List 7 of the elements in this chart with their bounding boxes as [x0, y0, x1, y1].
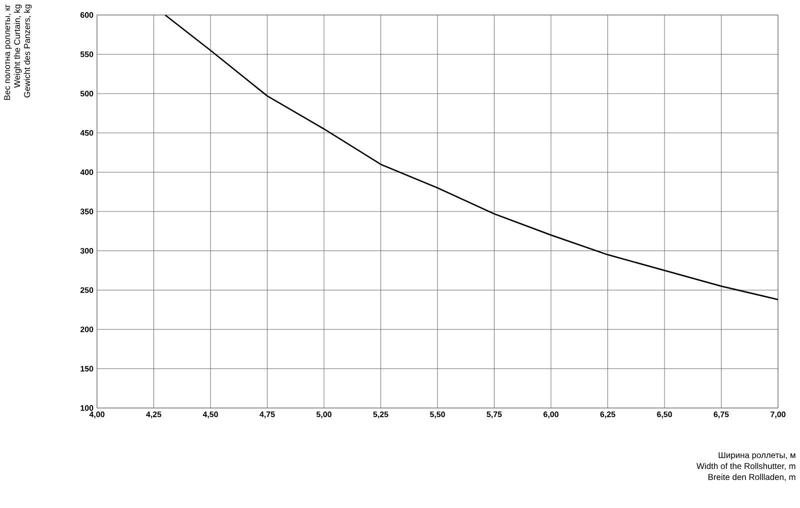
text: Вес полотна роллеты, кг — [4, 4, 12, 100]
text: Weight the Curtain, kg — [14, 4, 22, 88]
text: Ширина роллеты, м — [718, 452, 796, 460]
line-series — [164, 14, 778, 300]
text: Gewicht des Panzers, kg — [24, 4, 32, 98]
text: Width of the Rollshutter, m — [696, 462, 796, 470]
text: Breite den Rollladen, m — [708, 474, 796, 482]
